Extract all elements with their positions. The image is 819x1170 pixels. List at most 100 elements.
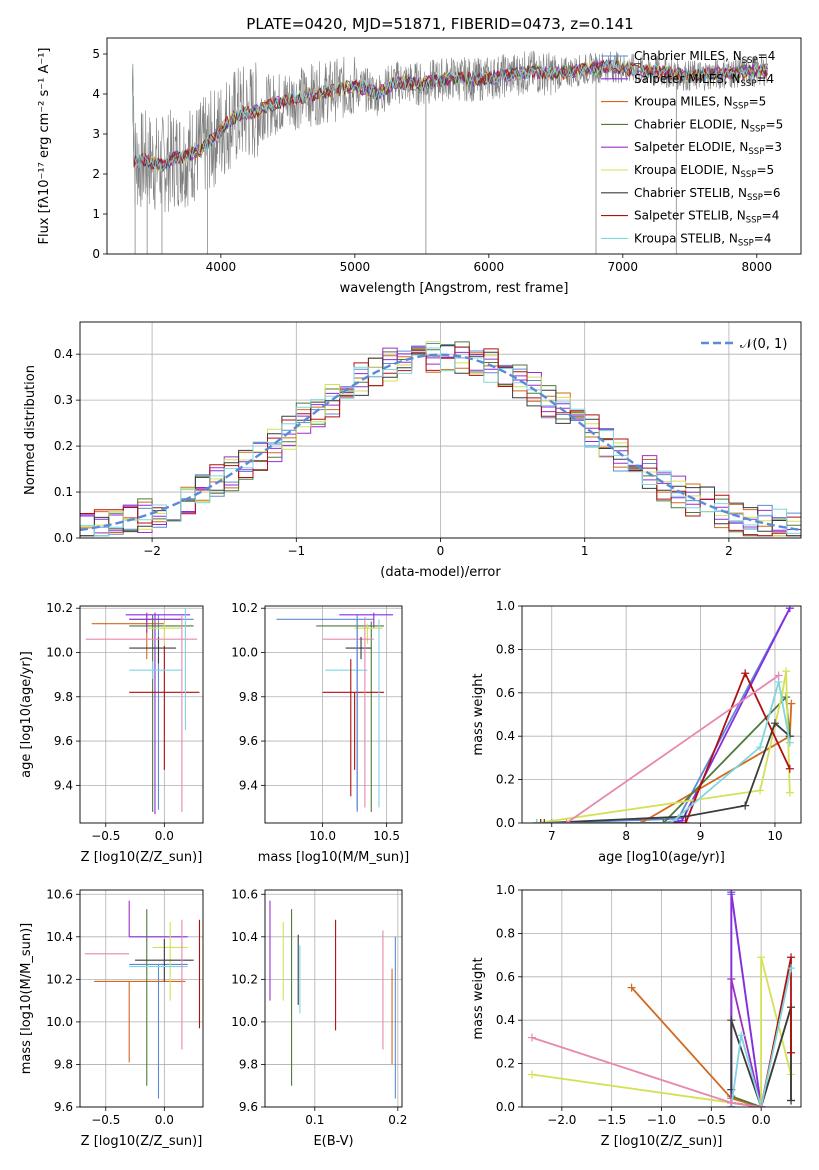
x-tick-label: 7000 xyxy=(608,260,639,274)
y-tick-label: 9.8 xyxy=(54,690,73,704)
y-axis-label: Flux [fλ10⁻¹⁷ erg cm⁻² s⁻¹ A⁻¹] xyxy=(37,48,52,245)
y-tick-label: 9.4 xyxy=(54,778,73,792)
mass-weight-marker xyxy=(787,953,796,962)
y-tick-label: 0.4 xyxy=(496,1013,515,1027)
mass-weight-marker xyxy=(785,606,794,613)
x-tick-label: −0.5 xyxy=(697,1113,726,1127)
x-tick-label: 0 xyxy=(437,544,445,558)
x-tick-label: 8 xyxy=(622,829,630,843)
y-tick-label: 10.4 xyxy=(46,930,73,944)
plot-area xyxy=(269,900,396,1099)
x-tick-label: 10 xyxy=(767,829,782,843)
x-tick-label: −0.5 xyxy=(91,829,120,843)
axes-frame xyxy=(79,605,204,824)
mass-weight-marker xyxy=(681,819,690,823)
y-tick-label: 0.8 xyxy=(496,926,515,940)
x-axis-label: (data-model)/error xyxy=(380,565,501,580)
mass-weight-marker xyxy=(527,1033,536,1042)
mass-weight-marker xyxy=(659,819,668,823)
mass-weight-marker xyxy=(727,974,736,983)
figure-title: PLATE=0420, MJD=51871, FIBERID=0473, z=0… xyxy=(246,15,633,33)
mass-weight-marker xyxy=(536,819,545,823)
panel-mass_vs_ebv: 0.1 0.2 9.6 9.8 10.0 10.2 10.4 10.6 E(B-V) xyxy=(231,887,407,1149)
y-tick-label: 9.4 xyxy=(239,778,258,792)
mass-weight-marker xyxy=(770,719,779,728)
plot-area xyxy=(532,606,796,823)
mass-weight-marker xyxy=(737,1031,746,1040)
mass-weight-marker xyxy=(774,671,783,680)
plot-area xyxy=(80,341,801,537)
panels: 4000 5000 6000 7000 8000 0 1 2 3 4 5 Chabrier MILES… xyxy=(19,37,802,1149)
x-tick-label: 10.0 xyxy=(309,829,336,843)
mass-weight-marker xyxy=(727,1098,736,1107)
spectrum-data-line xyxy=(132,50,768,213)
y-tick-label: 1.0 xyxy=(496,599,515,613)
model-spectrum-line xyxy=(132,60,768,172)
axes-frame xyxy=(264,605,403,824)
y-tick-label: 0.4 xyxy=(54,347,73,361)
plot-area xyxy=(527,890,796,1107)
y-tick-label: 10.0 xyxy=(231,1015,258,1029)
y-axis-label: mass weight xyxy=(471,957,486,1039)
legend-entry: Chabrier MILES, NSSP=4 xyxy=(634,49,775,66)
mass-weight-marker xyxy=(756,743,765,752)
y-tick-label: 10.6 xyxy=(231,887,258,901)
legend-entry: Salpeter ELODIE, NSSP=3 xyxy=(634,140,782,157)
panel-massweight_vs_Z: −2.0 −1.5 −1.0 −0.5 0.0 0.0 0.2 0.4 0.6 0.8 1.0 Z [… xyxy=(471,883,802,1149)
legend-entry: Salpeter MILES, NSSP=4 xyxy=(634,72,774,89)
plot-area xyxy=(84,900,201,1099)
mass-weight-marker xyxy=(757,1103,766,1107)
y-tick-label: 0.0 xyxy=(54,531,73,545)
y-tick-label: 10.0 xyxy=(46,1015,73,1029)
axes-frame xyxy=(521,605,802,824)
mass-weight-marker xyxy=(785,738,794,747)
legend-entry: 𝒩(0, 1) xyxy=(740,337,787,352)
y-tick-label: 5 xyxy=(92,47,100,61)
mass-weight-line xyxy=(536,607,791,823)
y-tick-label: 10.2 xyxy=(46,601,73,615)
mass-weight-marker xyxy=(756,786,765,795)
axes-frame xyxy=(521,889,802,1108)
axes-frame xyxy=(264,889,403,1108)
residual-histogram-step xyxy=(80,345,801,537)
y-tick-label: 0.2 xyxy=(496,773,515,787)
x-axis-label: Z [log10(Z/Z_sun)] xyxy=(601,1134,723,1149)
mass-weight-marker xyxy=(787,699,796,708)
x-tick-label: 0.1 xyxy=(305,1113,324,1127)
x-axis-label: mass [log10(M/M_sun)] xyxy=(258,850,410,865)
y-tick-label: 10.4 xyxy=(231,930,258,944)
mass-weight-marker xyxy=(637,819,646,823)
plot-area xyxy=(276,612,394,812)
panel-spectrum: 4000 5000 6000 7000 8000 0 1 2 3 4 5 Chabrier MILES… xyxy=(37,37,802,296)
legend-entry: Kroupa STELIB, NSSP=4 xyxy=(634,231,772,248)
mass-weight-line xyxy=(540,703,793,823)
mass-weight-marker xyxy=(787,964,796,973)
x-tick-label: 0.0 xyxy=(155,1113,174,1127)
y-tick-label: 0.1 xyxy=(54,485,73,499)
y-tick-label: 0.6 xyxy=(496,686,515,700)
mass-weight-marker xyxy=(677,816,686,823)
mass-weight-line xyxy=(540,671,791,823)
y-tick-label: 10.2 xyxy=(231,972,258,986)
axes-frame xyxy=(79,889,204,1108)
mass-weight-marker xyxy=(778,688,787,697)
mass-weight-marker xyxy=(727,1016,736,1025)
plot-area xyxy=(132,50,768,254)
y-tick-label: 0.2 xyxy=(54,439,73,453)
x-tick-label: 0.0 xyxy=(155,829,174,843)
y-tick-label: 0.3 xyxy=(54,393,73,407)
x-tick-label: 10.5 xyxy=(373,829,400,843)
x-tick-label: 8000 xyxy=(742,260,773,274)
x-axis-label: age [log10(age/yr)] xyxy=(598,850,725,865)
x-tick-label: −1 xyxy=(287,544,305,558)
y-tick-label: 3 xyxy=(92,127,100,141)
y-tick-label: 0.2 xyxy=(496,1057,515,1071)
x-tick-label: −1.0 xyxy=(647,1113,676,1127)
y-axis-label: mass [log10(M/M_sun)] xyxy=(19,923,34,1075)
x-axis-label: Z [log10(Z/Z_sun)] xyxy=(81,1134,203,1149)
y-tick-label: 10.6 xyxy=(46,887,73,901)
legend-entry: Chabrier STELIB, NSSP=6 xyxy=(634,186,781,203)
mass-weight-marker xyxy=(527,1070,536,1079)
y-axis-label: Normed distribution xyxy=(23,365,38,495)
x-axis-label: E(B-V) xyxy=(313,1134,353,1149)
